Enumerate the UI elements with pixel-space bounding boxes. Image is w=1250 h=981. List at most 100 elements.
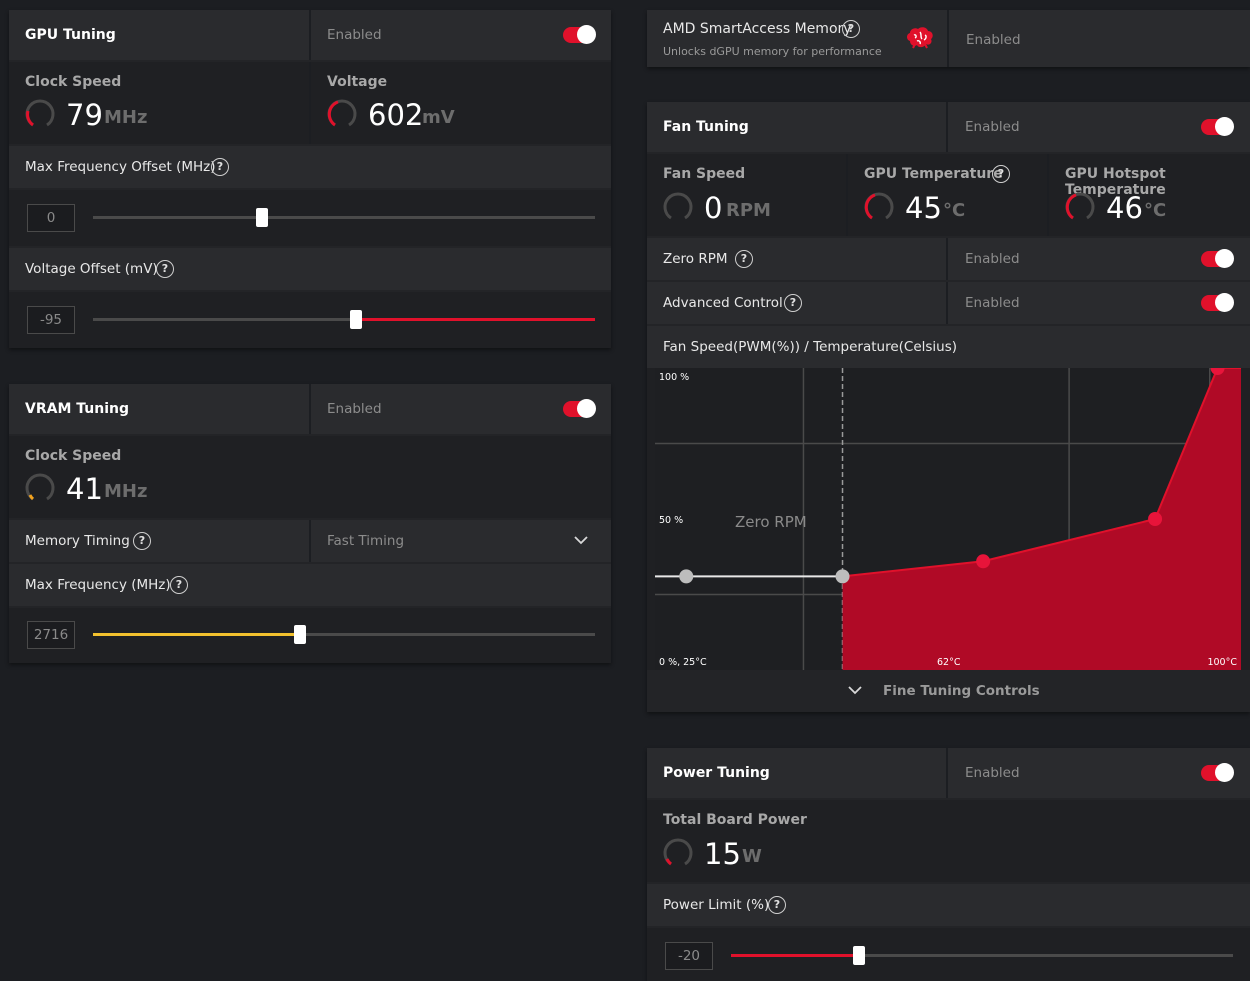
zero-rpm-label: Zero RPM xyxy=(663,251,728,267)
fine-tuning-label[interactable]: Fine Tuning Controls xyxy=(883,683,1040,699)
sam-panel: AMD SmartAccess Memory ? Unlocks dGPU me… xyxy=(647,10,1250,67)
power-limit-help-icon[interactable]: ? xyxy=(768,896,786,914)
power-tuning-status: Enabled xyxy=(965,765,1020,781)
max-freq-offset-label: Max Frequency Offset (MHz) xyxy=(25,159,216,175)
gpu-clock-speed-unit: MHz xyxy=(104,107,148,128)
voltage-offset-label: Voltage Offset (mV) xyxy=(25,261,158,277)
max-frequency-row: Max Frequency (MHz) ? xyxy=(9,564,611,606)
max-frequency-fill xyxy=(93,633,300,636)
max-frequency-label: Max Frequency (MHz) xyxy=(25,577,171,593)
sam-title: AMD SmartAccess Memory xyxy=(663,21,852,37)
brain-icon xyxy=(907,27,933,49)
gpu-voltage-label: Voltage xyxy=(327,74,388,90)
gpu-tuning-header: GPU Tuning Enabled xyxy=(9,10,611,60)
total-board-power-label: Total Board Power xyxy=(663,812,807,828)
gpu-tuning-title: GPU Tuning xyxy=(25,27,116,43)
power-limit-label: Power Limit (%) xyxy=(663,897,770,913)
fan-tuning-panel: Fan Tuning Enabled Fan Speed 0 RPM GPU T… xyxy=(647,102,1250,712)
advanced-control-status: Enabled xyxy=(965,295,1020,311)
fan-tuning-header: Fan Tuning Enabled xyxy=(647,102,1250,152)
max-freq-offset-help-icon[interactable]: ? xyxy=(211,158,229,176)
fan-speed-label: Fan Speed xyxy=(663,166,746,182)
fine-tuning-row[interactable]: Fine Tuning Controls xyxy=(647,670,1250,712)
memory-timing-row: Memory Timing ? Fast Timing xyxy=(9,520,611,562)
voltage-offset-input[interactable]: -95 xyxy=(27,306,75,334)
vram-tuning-title: VRAM Tuning xyxy=(25,401,129,417)
tick-label-x-mid: 62°C xyxy=(937,657,961,668)
tick-label-origin: 0 %, 25°C xyxy=(659,657,707,668)
power-limit-input[interactable]: -20 xyxy=(665,942,713,970)
gpu-metrics-row: Clock Speed 79 MHz Voltage 602 mV xyxy=(9,62,611,144)
voltage-offset-slider-row: -95 xyxy=(9,292,611,348)
power-limit-track[interactable] xyxy=(731,954,1233,957)
gpu-temp-unit: °C xyxy=(943,200,966,221)
power-gauge-icon xyxy=(663,838,693,866)
gpu-temp-help-icon[interactable]: ? xyxy=(992,165,1010,183)
voltage-offset-track[interactable] xyxy=(93,318,595,321)
max-frequency-track[interactable] xyxy=(93,633,595,636)
max-freq-offset-input[interactable]: 0 xyxy=(27,204,75,232)
gpu-voltage-value: 602 xyxy=(368,98,424,132)
chevron-down-icon xyxy=(848,686,862,695)
fan-tuning-status: Enabled xyxy=(965,119,1020,135)
gpu-clock-speed-value: 79 xyxy=(66,98,103,132)
fan-curve-point[interactable] xyxy=(679,569,694,584)
vram-tuning-status: Enabled xyxy=(327,401,382,417)
vram-clock-gauge-icon xyxy=(25,473,55,501)
fan-curve-point[interactable] xyxy=(976,554,991,569)
voltage-offset-help-icon[interactable]: ? xyxy=(156,260,174,278)
advanced-control-row: Advanced Control ? Enabled xyxy=(647,282,1250,324)
power-tuning-panel: Power Tuning Enabled Total Board Power 1… xyxy=(647,748,1250,981)
hotspot-temp-unit: °C xyxy=(1144,200,1167,221)
fan-curve-title: Fan Speed(PWM(%)) / Temperature(Celsius) xyxy=(663,339,958,355)
vram-clock-speed-label: Clock Speed xyxy=(25,448,122,464)
total-board-power-unit: W xyxy=(742,846,762,867)
total-board-power-value: 15 xyxy=(704,837,741,871)
gpu-voltage-unit: mV xyxy=(422,107,455,128)
memory-timing-selected: Fast Timing xyxy=(327,533,405,549)
advanced-control-toggle[interactable] xyxy=(1201,293,1234,312)
fan-metrics-row: Fan Speed 0 RPM GPU Temperature ? 45 °C … xyxy=(647,154,1250,236)
gpu-temp-gauge-icon xyxy=(864,192,894,220)
tick-label-y-mid: 50 % xyxy=(659,515,683,526)
fan-tuning-toggle[interactable] xyxy=(1201,117,1234,136)
gpu-temp-label: GPU Temperature xyxy=(864,166,1003,182)
gpu-temp-value: 45 xyxy=(905,191,942,225)
max-freq-offset-row: Max Frequency Offset (MHz) ? xyxy=(9,146,611,188)
max-freq-offset-slider-row: 0 xyxy=(9,190,611,246)
sam-status: Enabled xyxy=(966,32,1021,48)
voltage-offset-thumb[interactable] xyxy=(350,310,362,329)
voltage-offset-row: Voltage Offset (mV) ? xyxy=(9,248,611,290)
power-limit-thumb[interactable] xyxy=(853,946,865,965)
memory-timing-help-icon[interactable]: ? xyxy=(133,532,151,550)
zero-rpm-chart-label: Zero RPM xyxy=(735,513,807,531)
power-limit-fill xyxy=(731,954,859,957)
max-frequency-input[interactable]: 2716 xyxy=(27,621,75,649)
vram-metrics-row: Clock Speed 41 MHz xyxy=(9,436,611,518)
fan-curve-area-fill xyxy=(842,368,1241,670)
gpu-tuning-toggle[interactable] xyxy=(563,25,596,44)
vram-tuning-toggle[interactable] xyxy=(563,399,596,418)
max-freq-offset-thumb[interactable] xyxy=(256,208,268,227)
advanced-control-help-icon[interactable]: ? xyxy=(784,294,802,312)
vram-tuning-panel: VRAM Tuning Enabled Clock Speed 41 MHz M… xyxy=(9,384,611,663)
gpu-tuning-status: Enabled xyxy=(327,27,382,43)
voltage-offset-fill xyxy=(356,318,595,321)
fan-curve-title-row: Fan Speed(PWM(%)) / Temperature(Celsius) xyxy=(647,326,1250,368)
max-frequency-thumb[interactable] xyxy=(294,625,306,644)
vram-clock-speed-value: 41 xyxy=(66,472,103,506)
zero-rpm-toggle[interactable] xyxy=(1201,249,1234,268)
zero-rpm-help-icon[interactable]: ? xyxy=(735,250,753,268)
sam-help-icon[interactable]: ? xyxy=(842,20,860,38)
memory-timing-dropdown[interactable]: Fast Timing xyxy=(311,520,611,562)
power-tuning-header: Power Tuning Enabled xyxy=(647,748,1250,798)
fan-curve-point[interactable] xyxy=(835,569,850,584)
fan-curve-point[interactable] xyxy=(1148,512,1163,526)
max-frequency-help-icon[interactable]: ? xyxy=(170,576,188,594)
power-tuning-toggle[interactable] xyxy=(1201,763,1234,782)
power-limit-slider-row: -20 xyxy=(647,928,1250,981)
gpu-clock-gauge-icon xyxy=(25,99,55,127)
max-freq-offset-track[interactable] xyxy=(93,216,595,219)
fan-curve-point[interactable] xyxy=(1210,368,1225,375)
fan-curve-chart[interactable]: Zero RPM 100 % 50 % 0 %, 25°C 62°C 100°C xyxy=(655,368,1241,670)
